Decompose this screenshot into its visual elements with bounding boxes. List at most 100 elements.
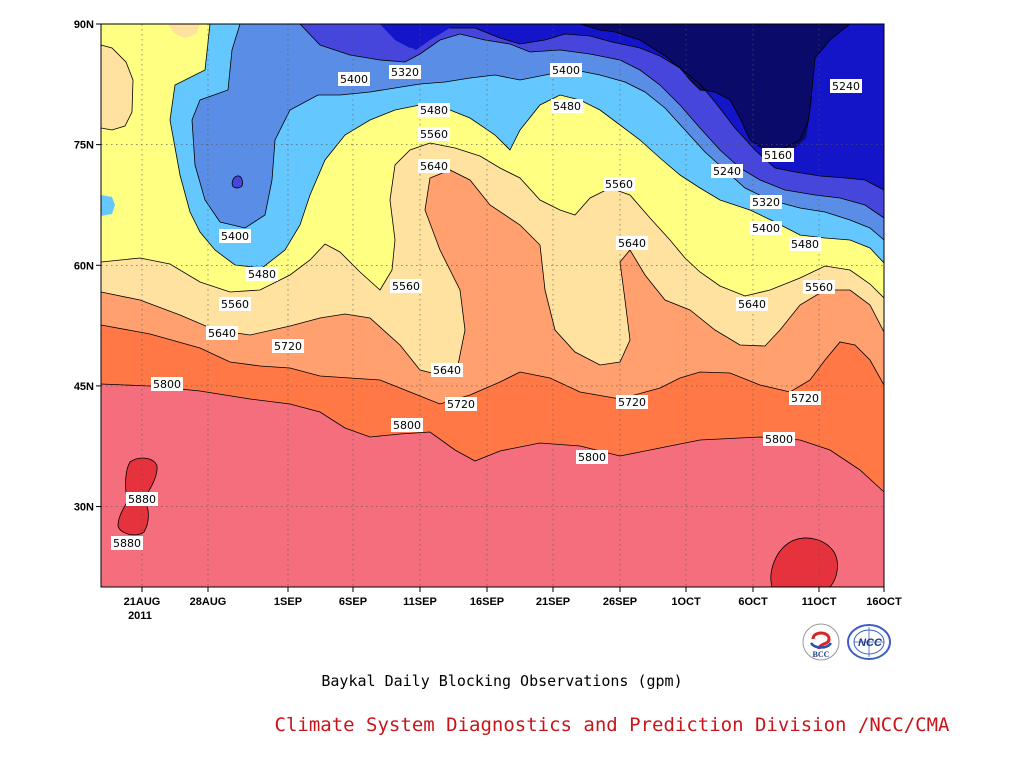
x-tick-label: 21AUG — [124, 596, 161, 608]
contour-label-bg — [338, 72, 370, 86]
contour-label-bg — [431, 363, 463, 377]
contour-label-bg — [763, 432, 795, 446]
x-tick-label: 16SEP — [470, 596, 504, 608]
contour-label: 5160 — [764, 149, 792, 162]
band-5560-5640-topleft — [101, 45, 133, 130]
contour-label: 5720 — [274, 340, 302, 353]
contour-label: 5320 — [752, 196, 780, 209]
x-tick-label: 1OCT — [671, 596, 701, 608]
contour-label: 5400 — [340, 73, 368, 86]
x-tick-label: 21SEP — [536, 596, 570, 608]
contour-label: 5480 — [420, 104, 448, 117]
contour-label: 5640 — [618, 237, 646, 250]
contour-label-bg — [616, 236, 648, 250]
contour-label: 5720 — [791, 392, 819, 405]
contour-label-bg — [736, 297, 768, 311]
band-above-5880-right — [770, 538, 838, 587]
contour-5560 — [101, 142, 884, 299]
contour-label: 5560 — [605, 178, 633, 191]
contour-label-bg — [418, 103, 450, 117]
band-5400-5480-islet — [101, 195, 115, 216]
contour-label: 5880 — [113, 537, 141, 550]
contour-label: 5880 — [128, 493, 156, 506]
y-tick-label: 60N — [74, 260, 94, 272]
contour-label-bg — [762, 148, 794, 162]
ncc-logo-text: NCC — [858, 637, 883, 649]
contour-label: 5640 — [433, 364, 461, 377]
band-5240-5320-islet — [232, 175, 243, 188]
contour-label-bg — [750, 195, 782, 209]
y-tick-label: 75N — [74, 140, 94, 152]
plot-frame — [100, 23, 885, 588]
contour-label: 5640 — [208, 327, 236, 340]
contour-5320 — [299, 24, 884, 219]
contour-label-bg — [390, 279, 422, 293]
contour-5160 — [579, 24, 851, 151]
contour-label-bg — [151, 377, 183, 391]
contour-label-bg — [803, 280, 835, 294]
x-tick-label: 11OCT — [802, 596, 837, 608]
contour-label: 5400 — [552, 64, 580, 77]
contour-label-bg — [550, 63, 582, 77]
contour-label: 5320 — [391, 66, 419, 79]
contour-label: 5800 — [578, 451, 606, 464]
ncc-logo: NCC — [846, 623, 892, 665]
x-tick-label: 26SEP — [603, 596, 637, 608]
contour-label-bg — [750, 221, 782, 235]
contour-label: 5640 — [420, 160, 448, 173]
contour-label-bg — [711, 164, 743, 178]
contour-label: 5560 — [805, 281, 833, 294]
contour-label: 5800 — [153, 378, 181, 391]
band-near-top — [398, 24, 440, 50]
contour-label: 5800 — [393, 419, 421, 432]
contour-label-bg — [219, 229, 251, 243]
y-tick-label: 45N — [74, 381, 94, 393]
contour-label-bg — [445, 397, 477, 411]
contour-label: 5720 — [618, 396, 646, 409]
contour-label-bg — [616, 395, 648, 409]
contour-5560-topleft — [101, 44, 134, 131]
contour-label: 5560 — [420, 128, 448, 141]
contour-label: 5240 — [832, 80, 860, 93]
band-5560-5640-topnotch — [168, 24, 200, 38]
y-tick-label: 90N — [74, 19, 94, 31]
contour-5640 — [101, 169, 884, 376]
x-year-label: 2011 — [128, 610, 152, 622]
x-tick-label: 6SEP — [339, 596, 367, 608]
contour-label-bg — [389, 65, 421, 79]
contour-label-bg — [206, 326, 238, 340]
contour-label: 5640 — [738, 298, 766, 311]
x-tick-label: 11SEP — [403, 596, 437, 608]
contour-label-bg — [219, 297, 251, 311]
band-below-5160-islet — [773, 24, 812, 148]
x-tick-label: 28AUG — [190, 596, 227, 608]
contour-label: 5480 — [553, 100, 581, 113]
contour-label: 5400 — [752, 222, 780, 235]
x-axis: 21AUG 28AUG 1SEP 6SEP 11SEP 16SEP 21SEP 26SEP 1O… — [124, 587, 902, 608]
bcc-logo-text: BCC — [813, 650, 830, 659]
contour-label-bg — [789, 237, 821, 251]
x-tick-label: 6OCT — [738, 596, 768, 608]
contour-5320-islet — [231, 175, 243, 189]
contour-label-bg — [603, 177, 635, 191]
contour-label-bg — [418, 127, 450, 141]
contour-label: 5800 — [765, 433, 793, 446]
contour-label-bg — [789, 391, 821, 405]
contour-label: 5400 — [221, 230, 249, 243]
contour-label: 5720 — [447, 398, 475, 411]
x-tick-label: 1SEP — [274, 596, 302, 608]
x-tick-label: 16OCT — [866, 596, 902, 608]
chart-title: Baykal Daily Blocking Observations (gpm) — [321, 672, 683, 690]
contour-5880-right — [770, 537, 838, 587]
contour-label-bg — [246, 267, 278, 281]
contour-label-bg — [126, 492, 158, 506]
contour-5400 — [191, 24, 884, 241]
contour-label-bg — [576, 450, 608, 464]
contour-label-bg — [830, 79, 862, 93]
contour-label: 5480 — [248, 268, 276, 281]
chart-subtitle: Climate System Diagnostics and Predictio… — [274, 714, 950, 736]
contour-label-bg — [111, 536, 143, 550]
contour-label-bg — [272, 339, 304, 353]
contour-label-bg — [551, 99, 583, 113]
